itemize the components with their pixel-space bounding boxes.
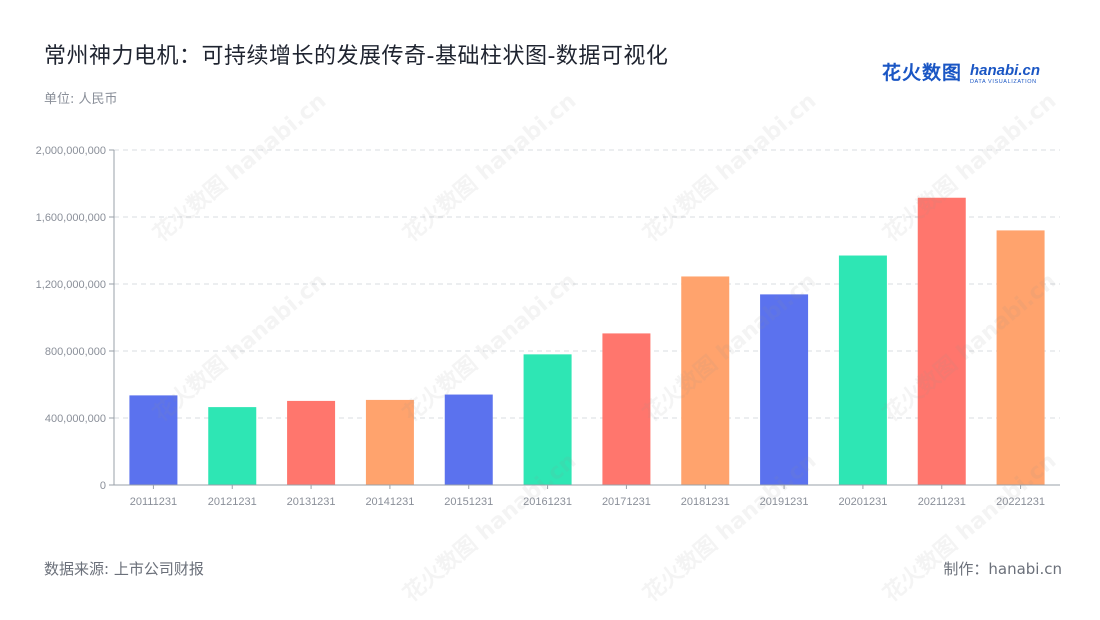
x-tick-label: 20201231 (838, 496, 887, 508)
x-tick-label: 20171231 (602, 496, 651, 508)
bar (996, 230, 1045, 485)
y-tick-label: 400,000,000 (45, 413, 106, 425)
bar (129, 395, 178, 485)
y-tick-label: 1,600,000,000 (36, 212, 106, 224)
axis-layer: 0 400,000,000 800,000,000 1,200,000,000 1,60… (36, 145, 1060, 508)
x-tick-label: 20161231 (523, 496, 572, 508)
x-tick-label: 20191231 (760, 496, 809, 508)
unit-label: 单位: 人民币 (44, 92, 118, 107)
x-tick-label: 20131231 (287, 496, 336, 508)
grid-layer (114, 149, 1060, 419)
y-tick-label: 0 (100, 480, 106, 492)
bar (917, 197, 966, 486)
logo-en-text: hanabi.cn (969, 61, 1040, 79)
logo: 花火数图 hanabi.cn DATA VISUALIZATION (882, 58, 1040, 85)
x-tick-label: 20141231 (365, 496, 414, 508)
x-tick-label: 20221231 (996, 496, 1045, 508)
logo-sub-text: DATA VISUALIZATION (969, 78, 1037, 85)
bar (444, 394, 493, 485)
y-tick-label: 800,000,000 (45, 346, 106, 358)
x-tick-label: 20111231 (130, 496, 177, 508)
data-source: 数据来源: 上市公司财报 (44, 560, 204, 578)
y-tick-label: 2,000,000,000 (36, 145, 106, 157)
bar (208, 407, 257, 485)
x-tick-label: 20181231 (681, 496, 730, 508)
chart-title: 常州神力电机：可持续增长的发展传奇-基础柱状图-数据可视化 (44, 44, 669, 69)
bar (523, 354, 572, 485)
bar (602, 333, 651, 485)
bar (287, 400, 336, 485)
x-tick-label: 20151231 (444, 496, 493, 508)
logo-cn-text: 花火数图 (881, 62, 962, 84)
bar-layer (129, 197, 1045, 486)
bar (838, 255, 887, 485)
bar (365, 399, 414, 485)
x-tick-label: 20211231 (918, 496, 966, 508)
x-tick-label: 20121231 (208, 496, 257, 508)
maker-credit: 制作：hanabi.cn (943, 560, 1062, 578)
logo-en-block: hanabi.cn DATA VISUALIZATION (970, 63, 1040, 86)
bar (760, 294, 809, 485)
y-tick-label: 1,200,000,000 (36, 279, 106, 291)
bar (681, 276, 730, 485)
